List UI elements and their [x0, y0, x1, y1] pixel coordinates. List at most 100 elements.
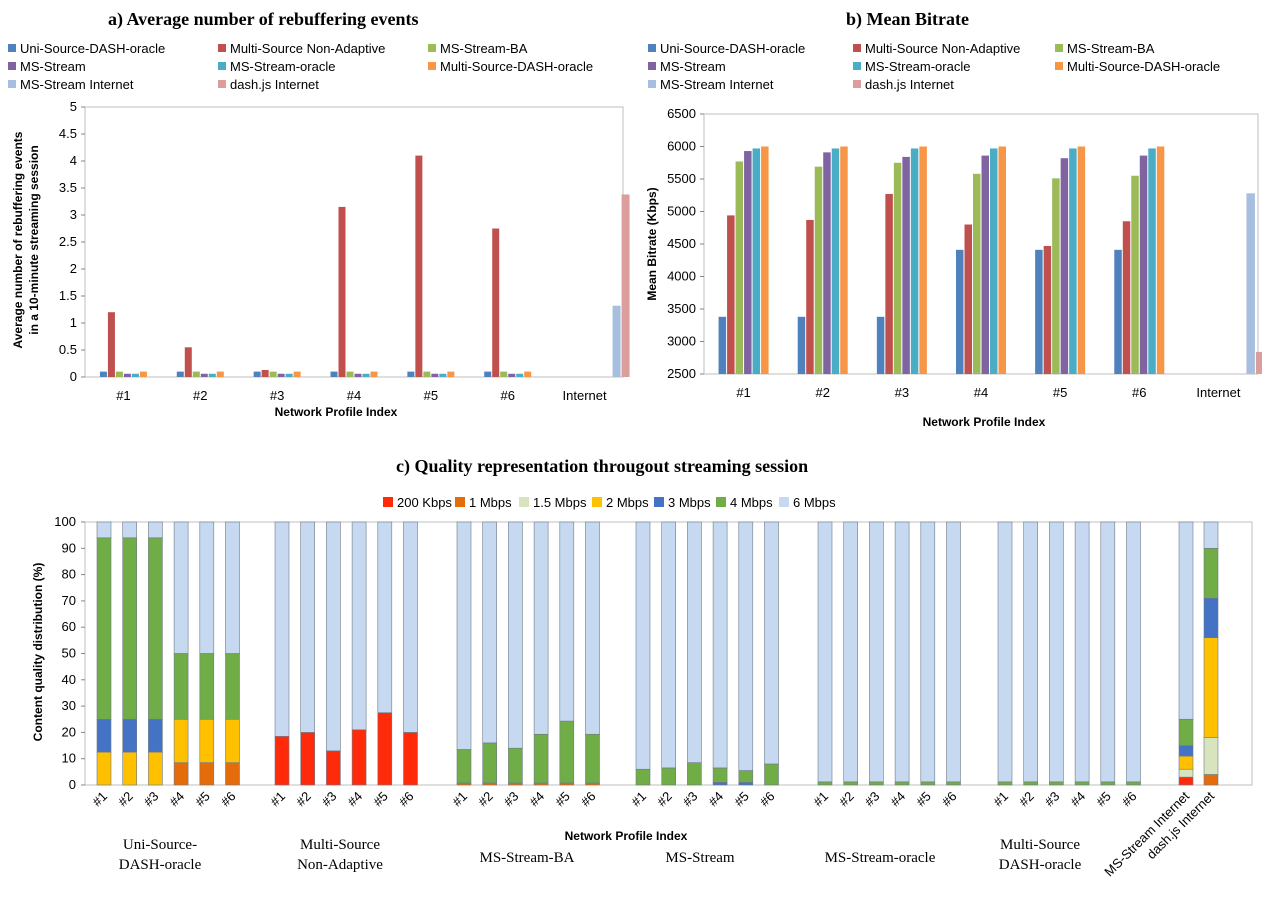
panel-b-y-axis-title: Mean Bitrate (Kbps): [645, 187, 659, 300]
c-group-label: MS-Stream-BA: [480, 850, 575, 866]
c-bar-segment-6-mbps: [148, 521, 163, 539]
b-bar-multi-source-non-adaptive: [1122, 221, 1131, 374]
c-bar-segment-4-mbps: [585, 733, 600, 784]
a-legend-label-uni-source-dash-oracle: Uni-Source-DASH-oracle: [20, 41, 165, 56]
c-group-label: Uni-Source-: [123, 837, 197, 853]
c-bar-segment-6-mbps: [300, 521, 316, 733]
c-bar-segment-4-mbps: [843, 781, 859, 786]
a-bar-ms-stream: [508, 373, 516, 377]
a-bar-ms-stream-oracle: [516, 373, 524, 377]
b-bar-uni-source-dash-oracle: [956, 249, 964, 374]
a-category-label: #4: [347, 388, 361, 403]
panel-b-legend: Uni-Source-DASH-oracle Multi-Source Non-A…: [648, 41, 1220, 92]
c-bar-segment-4-mbps: [1100, 781, 1116, 786]
c-bar-segment-4-mbps: [1126, 781, 1141, 786]
c-x-label: #1: [990, 789, 1011, 810]
b-bar-ms-stream-oracle: [990, 148, 998, 374]
a-legend-swatch-ms-stream: [8, 62, 16, 70]
panel-a-rebuffering-chart: a) Average number of rebuffering events …: [8, 9, 630, 419]
c-bar-segment-2-mbps: [122, 751, 137, 786]
c-bar-segment-4-mbps: [712, 767, 728, 783]
b-category-label: #5: [1053, 385, 1067, 400]
a-y-tick-label: 0: [70, 369, 77, 384]
c-y-tick-label: 30: [62, 698, 76, 713]
c-bar-segment-4-mbps: [920, 781, 936, 786]
c-x-label: #1: [628, 789, 649, 810]
c-bar-segment-4-mbps: [482, 742, 498, 784]
a-bar-ms-stream-ba: [346, 371, 354, 377]
c-x-label: #3: [501, 789, 522, 810]
b-bar-multi-source-dash-oracle: [1156, 146, 1165, 374]
c-bar-segment-2-mbps: [1203, 637, 1219, 738]
panel-c-y-axis-title: Content quality distribution (%): [31, 563, 45, 742]
c-bar-segment-3-mbps: [1178, 745, 1194, 757]
c-bar-segment-6-mbps: [326, 521, 341, 752]
c-bar-segment-6-mbps: [585, 521, 600, 735]
c-bar-segment-1-mbps: [1203, 774, 1219, 786]
a-bar-dash-js-internet: [621, 194, 630, 377]
c-x-label: #3: [319, 789, 340, 810]
a-bar-uni-source-dash-oracle: [407, 371, 415, 377]
b-y-tick-label: 4500: [667, 236, 696, 251]
b-bar-uni-source-dash-oracle: [1114, 249, 1122, 374]
c-bar-segment-6-mbps: [997, 521, 1013, 783]
c-group-label: Multi-Source: [300, 837, 380, 853]
c-bar-segment-4-mbps: [96, 537, 112, 720]
c-y-tick-label: 20: [62, 724, 76, 739]
a-bar-ms-stream-internet: [612, 305, 621, 377]
c-bar-segment-6-mbps: [1049, 521, 1064, 783]
b-bar-multi-source-dash-oracle: [761, 146, 769, 374]
c-bar-segment-6-mbps: [96, 521, 112, 539]
b-bar-ms-stream-ba: [893, 162, 902, 374]
c-legend-label-200-kbps: 200 Kbps: [397, 495, 452, 510]
b-category-label: Internet: [1196, 385, 1240, 400]
a-bar-multi-source-non-adaptive: [415, 155, 423, 377]
c-bar-segment-6-mbps: [199, 521, 215, 654]
a-bar-multi-source-dash-oracle: [447, 371, 455, 377]
c-bar-segment-1-mbps: [173, 762, 189, 786]
c-bar-segment-4-mbps: [508, 747, 523, 784]
c-bar-segment-200-kbps: [1178, 776, 1194, 786]
c-bar-segment-4-mbps: [1178, 718, 1194, 746]
c-x-label: #4: [166, 789, 187, 810]
c-bar-segment-200-kbps: [300, 732, 316, 786]
panel-c-title: c) Quality representation througout stre…: [396, 456, 808, 477]
a-bar-ms-stream-ba: [115, 371, 123, 377]
c-bar-segment-6-mbps: [661, 521, 677, 769]
b-legend-label-uni-source-dash-oracle: Uni-Source-DASH-oracle: [660, 41, 805, 56]
b-legend-label-multi-source-non-adaptive: Multi-Source Non-Adaptive: [865, 41, 1020, 56]
c-bar-segment-3-mbps: [738, 782, 754, 786]
b-bar-multi-source-non-adaptive: [1043, 245, 1052, 374]
b-bar-ms-stream: [744, 151, 752, 374]
c-legend-label-1-5-mbps: 1.5 Mbps: [533, 495, 587, 510]
b-legend-swatch-ms-stream-ba: [1055, 44, 1063, 52]
b-legend-label-ms-stream-ba: MS-Stream-BA: [1067, 41, 1155, 56]
c-bar-segment-6-mbps: [843, 521, 859, 783]
c-x-label: #6: [939, 789, 960, 810]
a-bar-ms-stream-ba: [192, 371, 200, 377]
a-bar-ms-stream: [431, 373, 439, 377]
c-bar-segment-6-mbps: [403, 521, 418, 733]
a-bar-ms-stream: [200, 373, 208, 377]
b-bar-uni-source-dash-oracle: [797, 316, 806, 374]
c-x-label: #1: [449, 789, 470, 810]
a-y-tick-label: 2.5: [59, 234, 77, 249]
c-bar-segment-4-mbps: [456, 749, 472, 784]
c-x-label: #5: [192, 789, 213, 810]
c-x-label: #5: [552, 789, 573, 810]
panel-b-title: b) Mean Bitrate: [846, 9, 969, 30]
a-legend-label-ms-stream-ba: MS-Stream-BA: [440, 41, 528, 56]
a-legend-swatch-multi-source-dash-oracle: [428, 62, 436, 70]
c-bar-segment-2-mbps: [173, 718, 189, 763]
b-legend-label-ms-stream-oracle: MS-Stream-oracle: [865, 59, 970, 74]
c-bar-segment-4-mbps: [869, 781, 884, 786]
c-x-label: #2: [115, 789, 136, 810]
b-bar-multi-source-dash-oracle: [840, 146, 848, 374]
c-bar-segment-1-mbps: [585, 782, 600, 786]
c-x-label: #3: [1042, 789, 1063, 810]
a-bar-ms-stream-oracle: [131, 373, 139, 377]
c-bar-segment-6-mbps: [1023, 521, 1039, 783]
c-bar-segment-4-mbps: [946, 781, 961, 786]
c-bar-segment-4-mbps: [661, 767, 677, 786]
b-y-tick-label: 5000: [667, 204, 696, 219]
